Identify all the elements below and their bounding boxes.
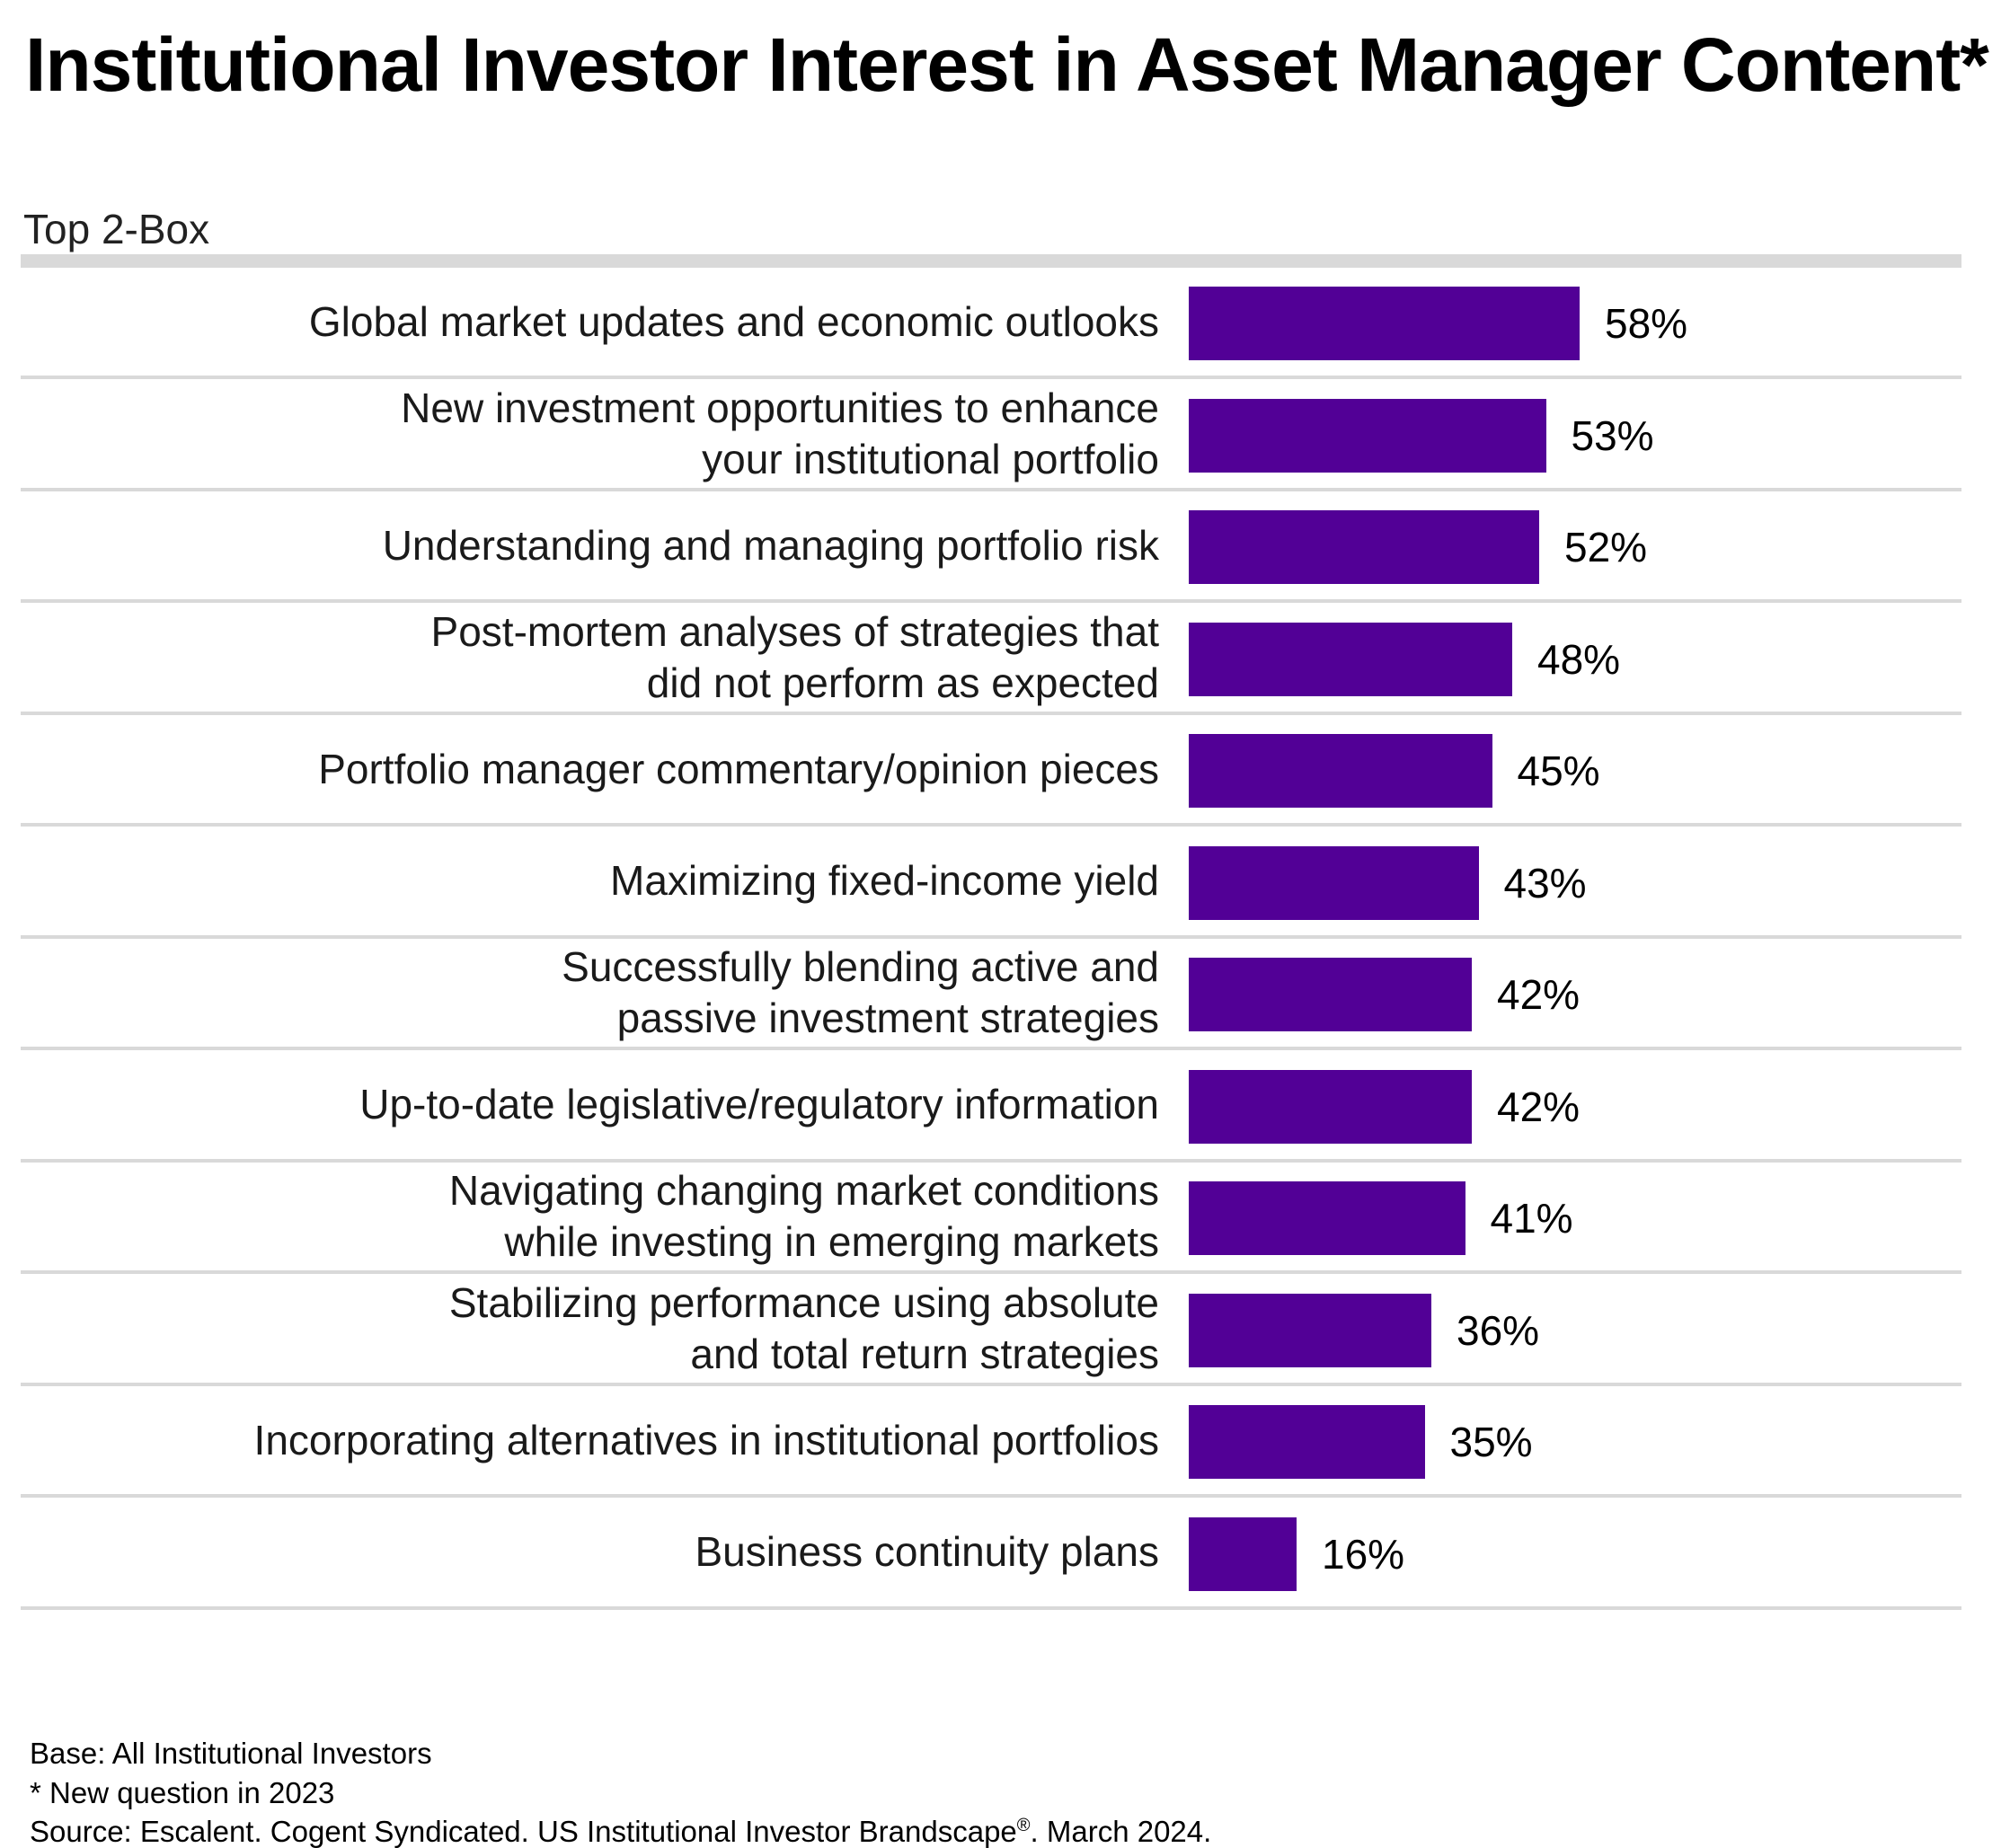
category-label-line: your institutional portfolio xyxy=(702,435,1159,482)
category-label-line: Global market updates and economic outlo… xyxy=(308,297,1159,345)
bar-chart: Global market updates and economic outlo… xyxy=(0,268,2010,1615)
data-label: 45% xyxy=(1517,747,1600,794)
chart-row: Successfully blending active and passive … xyxy=(21,939,1961,1050)
chart-row: Incorporating alternatives in institutio… xyxy=(21,1386,1961,1498)
bar xyxy=(1189,1069,1472,1144)
bar xyxy=(1189,398,1546,473)
category-label-line: Incorporating alternatives in institutio… xyxy=(253,1416,1159,1463)
chart-row: Portfolio manager commentary/opinion pie… xyxy=(21,715,1961,827)
category-label-line: Understanding and managing portfolio ris… xyxy=(382,521,1159,569)
category-label: Business continuity plans xyxy=(27,1499,1159,1606)
category-label: Understanding and managing portfolio ris… xyxy=(27,491,1159,599)
data-label: 43% xyxy=(1503,859,1587,906)
chart-row: Understanding and managing portfolio ris… xyxy=(21,491,1961,603)
category-label-line: Stabilizing performance using absolute xyxy=(448,1278,1159,1326)
category-label-line: Post-mortem analyses of strategies that xyxy=(430,607,1159,655)
category-label: Portfolio manager commentary/opinion pie… xyxy=(27,715,1159,823)
row-separator xyxy=(21,1605,1961,1610)
footer-source: Source: Escalent. Cogent Syndicated. US … xyxy=(30,1817,1211,1846)
chart-row: Navigating changing market conditions whi… xyxy=(21,1163,1961,1274)
row-separator xyxy=(21,711,1961,715)
bar xyxy=(1189,958,1472,1031)
header-divider xyxy=(21,254,1961,268)
bar xyxy=(1189,1181,1465,1255)
category-label-line: Portfolio manager commentary/opinion pie… xyxy=(318,745,1159,792)
registered-mark: ® xyxy=(1016,1816,1031,1835)
bar xyxy=(1189,1516,1297,1591)
row-separator xyxy=(21,1270,1961,1274)
footer-note: * New question in 2023 xyxy=(30,1776,335,1809)
category-label-line: Navigating changing market conditions xyxy=(448,1167,1159,1214)
chart-row: Global market updates and economic outlo… xyxy=(21,268,1961,379)
row-separator xyxy=(21,599,1961,603)
category-label-line: Business continuity plans xyxy=(695,1528,1159,1575)
category-label-line: Successfully blending active and xyxy=(562,943,1159,990)
chart-title: Institutional Investor Interest in Asset… xyxy=(25,22,1989,107)
data-label: 53% xyxy=(1571,411,1654,459)
data-label: 48% xyxy=(1537,635,1621,683)
chart-row: Business continuity plans 16% xyxy=(21,1499,1961,1610)
category-label-line: passive investment strategies xyxy=(616,995,1159,1041)
row-separator xyxy=(21,1158,1961,1163)
category-label: New investment opportunities to enhance y… xyxy=(27,380,1159,488)
category-label: Maximizing fixed-income yield xyxy=(27,827,1159,935)
category-label-line: Up-to-date legislative/regulatory inform… xyxy=(359,1081,1159,1127)
category-label: Stabilizing performance using absolute an… xyxy=(27,1275,1159,1383)
data-label: 52% xyxy=(1564,524,1648,570)
category-label-line: Maximizing fixed-income yield xyxy=(610,857,1159,904)
bar xyxy=(1189,845,1479,920)
footer-base: Base: All Institutional Investors xyxy=(30,1737,432,1770)
bar xyxy=(1189,287,1580,360)
row-separator xyxy=(21,376,1961,379)
chart-row: Maximizing fixed-income yield 43% xyxy=(21,827,1961,939)
category-label: Global market updates and economic outlo… xyxy=(27,268,1159,376)
category-label-line: did not perform as expected xyxy=(646,659,1159,706)
bar xyxy=(1189,1293,1431,1367)
row-separator xyxy=(21,487,1961,491)
data-label: 58% xyxy=(1605,300,1688,347)
footer-source-date: . March 2024. xyxy=(1030,1815,1212,1848)
row-separator xyxy=(21,1047,1961,1050)
category-label-line: while investing in emerging markets xyxy=(504,1218,1159,1265)
row-separator xyxy=(21,1494,1961,1498)
chart-row: New investment opportunities to enhance y… xyxy=(21,380,1961,491)
bar xyxy=(1189,1405,1425,1479)
chart-row: Stabilizing performance using absolute an… xyxy=(21,1275,1961,1386)
footer-source-text: Source: Escalent. Cogent Syndicated. US … xyxy=(30,1815,1017,1848)
row-separator xyxy=(21,1382,1961,1386)
chart-row: Post-mortem analyses of strategies that d… xyxy=(21,604,1961,715)
chart-subtitle: Top 2-Box xyxy=(23,206,210,252)
chart-row: Up-to-date legislative/regulatory inform… xyxy=(21,1051,1961,1163)
category-label: Navigating changing market conditions whi… xyxy=(27,1163,1159,1270)
bar xyxy=(1189,734,1492,808)
bar xyxy=(1189,510,1539,584)
row-separator xyxy=(21,823,1961,827)
category-label-line: New investment opportunities to enhance xyxy=(401,384,1159,431)
category-label: Up-to-date legislative/regulatory inform… xyxy=(27,1051,1159,1159)
category-label: Incorporating alternatives in institutio… xyxy=(27,1386,1159,1494)
data-label: 36% xyxy=(1457,1306,1540,1354)
bar xyxy=(1189,622,1512,696)
category-label-line: and total return strategies xyxy=(690,1330,1159,1377)
data-label: 42% xyxy=(1497,1083,1581,1130)
data-label: 35% xyxy=(1449,1419,1533,1465)
row-separator xyxy=(21,934,1961,939)
data-label: 42% xyxy=(1497,971,1581,1018)
data-label: 16% xyxy=(1322,1530,1405,1578)
category-label: Post-mortem analyses of strategies that d… xyxy=(27,604,1159,712)
category-label: Successfully blending active and passive … xyxy=(27,939,1159,1047)
data-label: 41% xyxy=(1490,1195,1573,1242)
